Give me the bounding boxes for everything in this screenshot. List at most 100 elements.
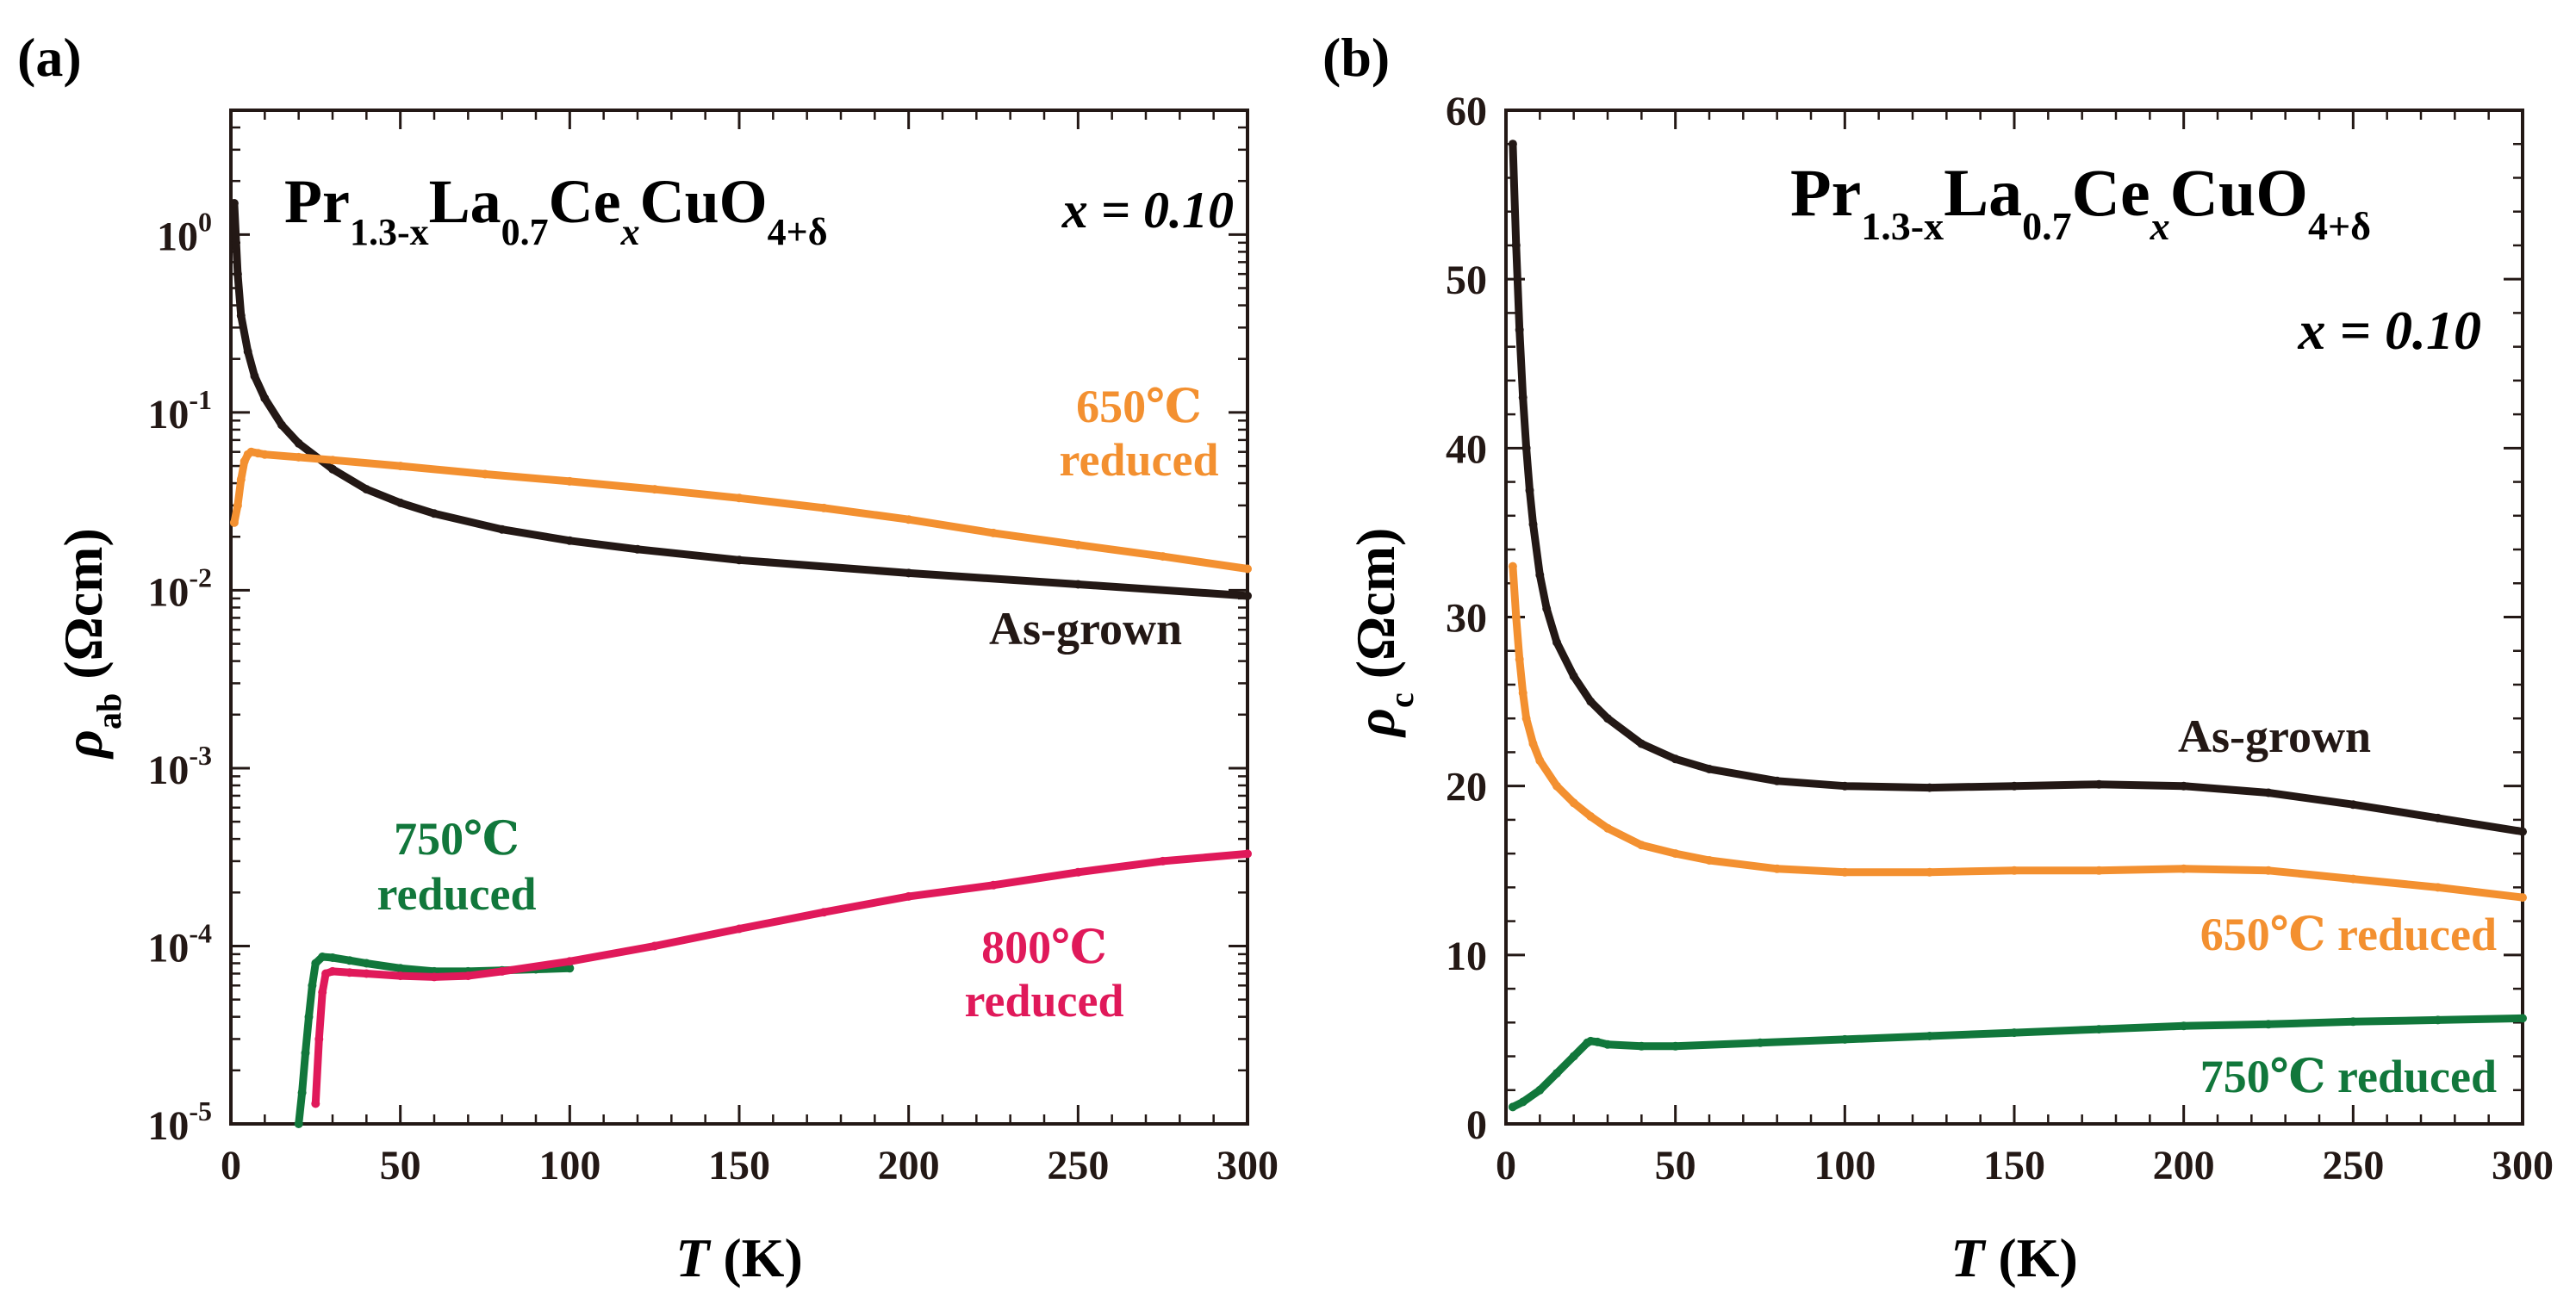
y-tick-label: 60 [1446, 89, 1487, 134]
x-tick-label: 300 [1216, 1143, 1279, 1188]
data-point [1593, 1037, 1602, 1046]
x-tick-label: 0 [221, 1143, 241, 1188]
data-point [1243, 591, 1252, 600]
data-point [1535, 570, 1545, 580]
data-point [2433, 1015, 2442, 1025]
data-point [233, 270, 242, 279]
panel-a-xlabel: T (K) [675, 1227, 803, 1288]
data-point [735, 924, 744, 934]
data-point [301, 1048, 310, 1058]
y-tick-label: 10-3 [147, 740, 212, 793]
data-point [1840, 781, 1850, 791]
data-point [819, 503, 829, 512]
panel-b-axes: 0 50 100 150 200 250 300 0 10 20 30 40 50 60 [1446, 89, 2554, 1188]
panel-b-letter: (b) [1322, 27, 1390, 88]
data-point [395, 971, 405, 981]
x-tick-label: 100 [1814, 1143, 1876, 1188]
data-point [1569, 1052, 1578, 1061]
data-point [1518, 1097, 1528, 1107]
data-point [989, 880, 998, 890]
y-tick-label: 30 [1446, 596, 1487, 642]
y-tick-label: 10-2 [147, 562, 212, 615]
data-point [1528, 739, 1538, 748]
data-point [1925, 867, 1934, 877]
data-point [735, 493, 744, 503]
data-point [294, 452, 303, 462]
data-point [246, 447, 256, 456]
series-line-1 [1509, 562, 2527, 902]
data-point [1511, 612, 1521, 622]
data-point [1603, 714, 1612, 723]
data-point [328, 953, 337, 962]
data-point [1756, 1038, 1764, 1047]
data-point [236, 475, 246, 484]
data-point [1552, 1069, 1561, 1078]
data-point [650, 941, 659, 951]
data-point [1552, 781, 1561, 791]
panel-b-ylabel: ρc (Ωcm) [1345, 528, 1421, 738]
data-point [1515, 326, 1524, 334]
data-point [328, 464, 337, 474]
data-point [2010, 781, 2019, 791]
y-tick-label: 50 [1446, 258, 1487, 303]
x-tick-label: 200 [878, 1143, 940, 1188]
data-point [904, 515, 913, 524]
panel-b-xlabel: T (K) [1951, 1227, 2078, 1288]
data-point [1586, 812, 1596, 821]
data-point [233, 500, 242, 510]
data-point [430, 972, 439, 982]
data-point [243, 347, 252, 357]
data-point [1603, 1039, 1612, 1049]
data-point [1243, 564, 1252, 574]
data-point [2518, 1014, 2527, 1023]
y-tick-label: 10-5 [147, 1095, 212, 1149]
data-point [1073, 580, 1083, 589]
data-point [1637, 1041, 1646, 1051]
data-point [2433, 883, 2442, 892]
panel-b-formula: Pr1.3-xLa0.7CexCuO4+δ [1790, 155, 2371, 248]
data-point [1518, 393, 1528, 402]
y-tick-label: 40 [1446, 426, 1487, 472]
panel-a-series [229, 199, 1252, 1128]
data-point [1569, 672, 1578, 681]
data-point [2179, 781, 2188, 791]
data-point [1671, 754, 1680, 764]
data-point [1508, 140, 1517, 149]
data-point [1542, 604, 1552, 613]
data-point [1671, 1041, 1680, 1051]
data-point [362, 969, 371, 978]
data-point [308, 981, 317, 990]
x-tick-label: 250 [2322, 1143, 2384, 1188]
data-point [318, 953, 327, 961]
y-tick-label: 10-4 [147, 917, 212, 971]
data-point [1772, 864, 1782, 873]
data-point [1521, 444, 1531, 453]
panel-a-formula: Pr1.3-xLa0.7CexCuO4+δ [284, 167, 828, 253]
data-point [2010, 1028, 2019, 1038]
data-point [1671, 849, 1680, 859]
x-tick-label: 150 [1983, 1143, 2045, 1188]
data-point [2349, 800, 2358, 810]
data-point [1508, 1102, 1517, 1112]
panel-b-series [1508, 140, 2527, 1112]
data-point [2264, 866, 2273, 875]
data-point [1586, 697, 1596, 706]
data-point [304, 1012, 314, 1021]
y-tick-label: 20 [1446, 765, 1487, 810]
data-point [362, 959, 371, 968]
data-point [1840, 1034, 1850, 1044]
data-point [1552, 637, 1561, 647]
data-point [819, 908, 829, 917]
data-point [311, 1099, 320, 1108]
x-tick-label: 100 [538, 1143, 600, 1188]
data-point [229, 199, 239, 208]
data-point [2264, 1020, 2273, 1029]
data-point [2094, 1025, 2104, 1034]
data-point [464, 971, 473, 981]
data-point [2433, 813, 2442, 822]
panel-b-doping-label: x = 0.10 [2298, 300, 2481, 361]
data-point [260, 394, 270, 403]
data-point [253, 449, 263, 458]
y-tick-label: 10 [1446, 934, 1487, 979]
